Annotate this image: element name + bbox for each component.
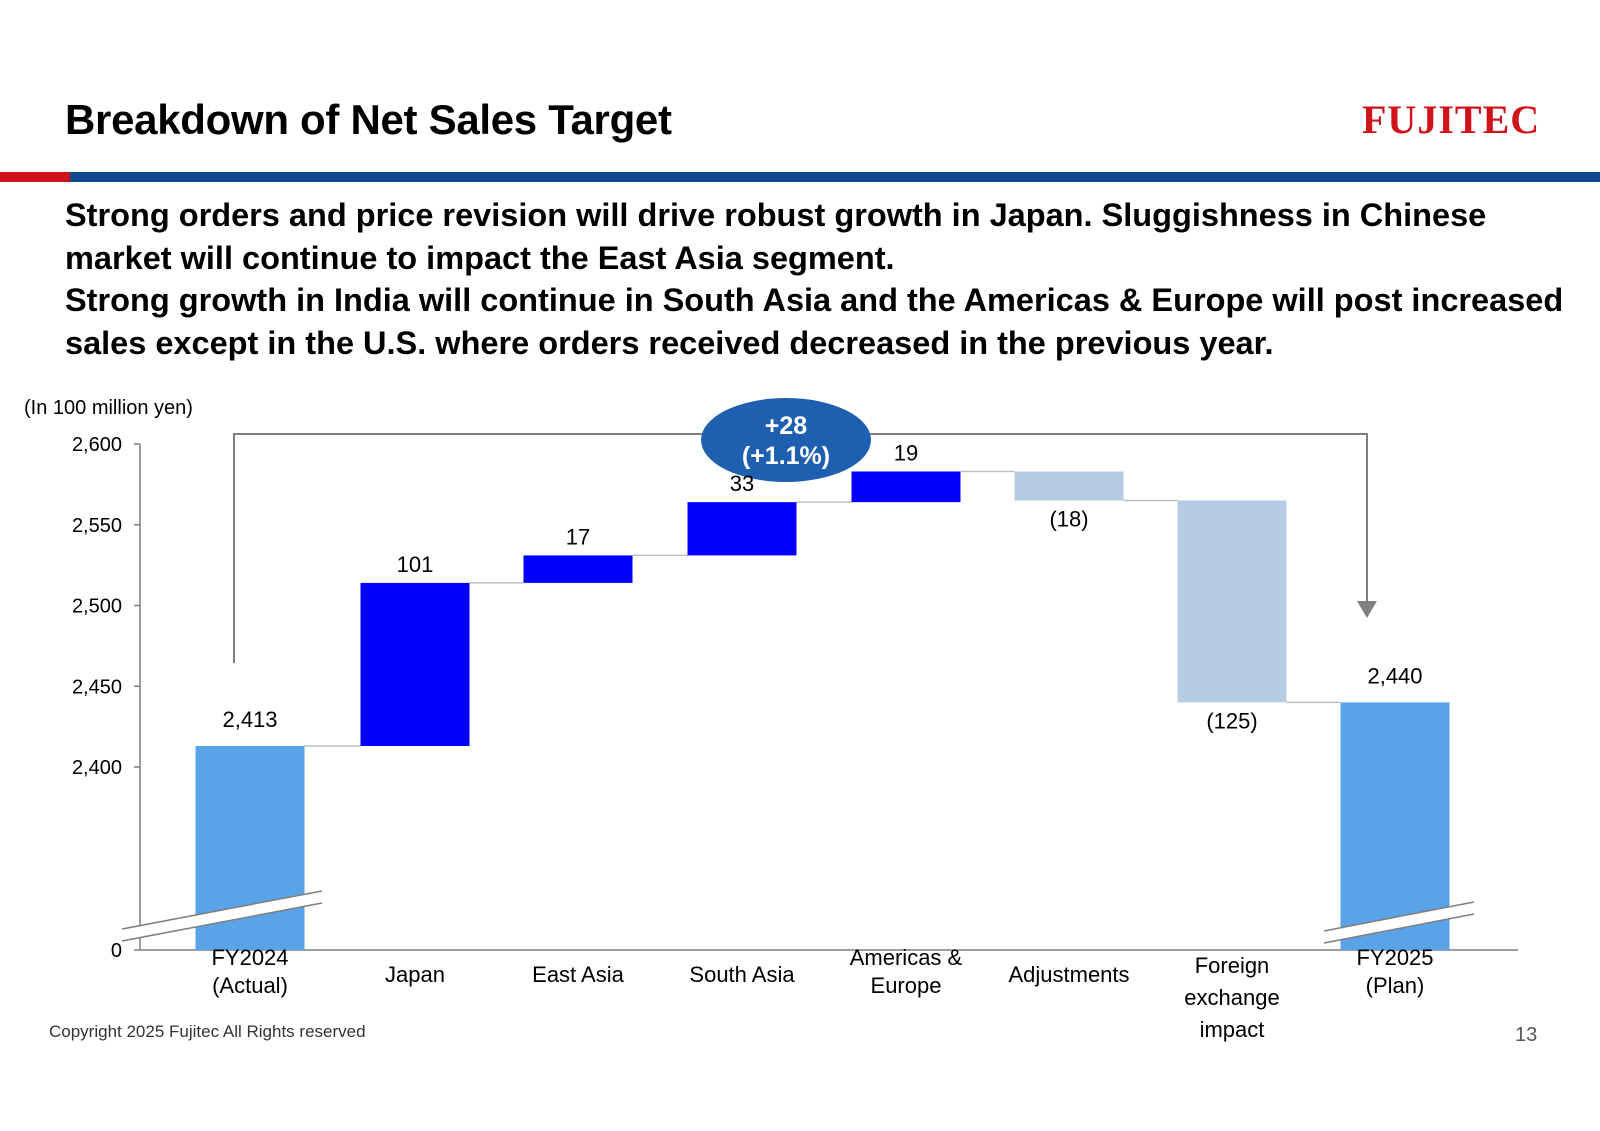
fujitec-logo: FUJITEC xyxy=(1362,97,1541,142)
category-label-line: impact xyxy=(1200,1017,1265,1042)
page-number: 13 xyxy=(1515,1024,1538,1046)
bar xyxy=(1014,471,1124,501)
y-tick-label: 0 xyxy=(111,940,122,962)
labels-layer: 2,413 FY2024 (Actual) 101 Japan 17 East Asia 33… xyxy=(211,440,1433,1042)
data-label: 2,440 xyxy=(1367,663,1422,688)
data-label: 19 xyxy=(894,440,918,465)
header-rule-accent xyxy=(0,172,70,182)
data-label: 101 xyxy=(397,552,434,577)
category-label-line: Americas & xyxy=(850,945,963,970)
y-tick-label: 2,600 xyxy=(72,434,122,456)
overlay-layer: +28 (+1.1%) xyxy=(233,398,1377,663)
data-label: 2,413 xyxy=(222,707,277,732)
category-label-line: Japan xyxy=(385,962,445,987)
axis-break-left-line-bottom xyxy=(121,902,323,942)
headline: Strong orders and price revision will dr… xyxy=(65,194,1585,364)
category-label-line: Foreign xyxy=(1195,953,1270,978)
category-label: FY2024 (Actual) xyxy=(211,945,288,998)
data-label: 33 xyxy=(730,471,754,496)
axis-layer: 0 2,400 2,450 2,500 2,550 2,600 xyxy=(72,434,1518,962)
callout-delta: +28 xyxy=(765,412,808,440)
category-label: South Asia xyxy=(689,962,795,987)
copyright: Copyright 2025 Fujitec All Rights reserv… xyxy=(49,1022,366,1041)
y-tick-label: 2,400 xyxy=(72,757,122,779)
category-label: Foreign exchange impact xyxy=(1184,953,1279,1042)
category-label-line: (Actual) xyxy=(212,973,288,998)
bar xyxy=(687,502,797,556)
callout-percent: (+1.1%) xyxy=(742,442,830,470)
category-label-line: East Asia xyxy=(532,962,624,987)
category-label: Adjustments xyxy=(1008,962,1129,987)
category-label: Japan xyxy=(385,962,445,987)
axis-break-right xyxy=(1324,902,1474,943)
bars-layer xyxy=(121,470,1475,950)
y-tick-label: 2,550 xyxy=(72,515,122,537)
category-label-line: FY2024 xyxy=(211,945,288,970)
category-label-line: Europe xyxy=(871,973,942,998)
bar xyxy=(523,555,633,583)
data-label: (125) xyxy=(1206,708,1257,733)
page-title: Breakdown of Net Sales Target xyxy=(65,96,672,143)
y-tick-label: 2,500 xyxy=(72,596,122,618)
category-label-line: Adjustments xyxy=(1008,962,1129,987)
callout-bubble xyxy=(701,398,871,482)
bar xyxy=(360,582,470,747)
header-rule xyxy=(70,172,1600,182)
category-label: Americas & Europe xyxy=(850,945,963,998)
headline-paragraph-2: Strong growth in India will continue in … xyxy=(65,282,1564,361)
category-label: East Asia xyxy=(532,962,624,987)
axis-break-right-line-bottom xyxy=(1323,913,1475,944)
axis-break-left xyxy=(122,891,322,941)
category-label-line: South Asia xyxy=(689,962,795,987)
axis-break-right-line-top xyxy=(1323,901,1475,932)
category-label-line: (Plan) xyxy=(1366,973,1425,998)
headline-paragraph-1: Strong orders and price revision will dr… xyxy=(65,197,1487,276)
category-label-line: FY2025 xyxy=(1356,945,1433,970)
category-label: FY2025 (Plan) xyxy=(1356,945,1433,998)
data-label: 17 xyxy=(566,524,590,549)
axis-break-left-line-top xyxy=(121,890,323,930)
unit-label: (In 100 million yen) xyxy=(24,397,193,419)
y-tick-label: 2,450 xyxy=(72,676,122,698)
data-label: (18) xyxy=(1049,507,1088,532)
bar xyxy=(1340,702,1450,950)
arrow-down-icon xyxy=(1357,601,1377,618)
bar xyxy=(1177,500,1287,703)
bar xyxy=(851,471,961,503)
category-label-line: exchange xyxy=(1184,985,1279,1010)
